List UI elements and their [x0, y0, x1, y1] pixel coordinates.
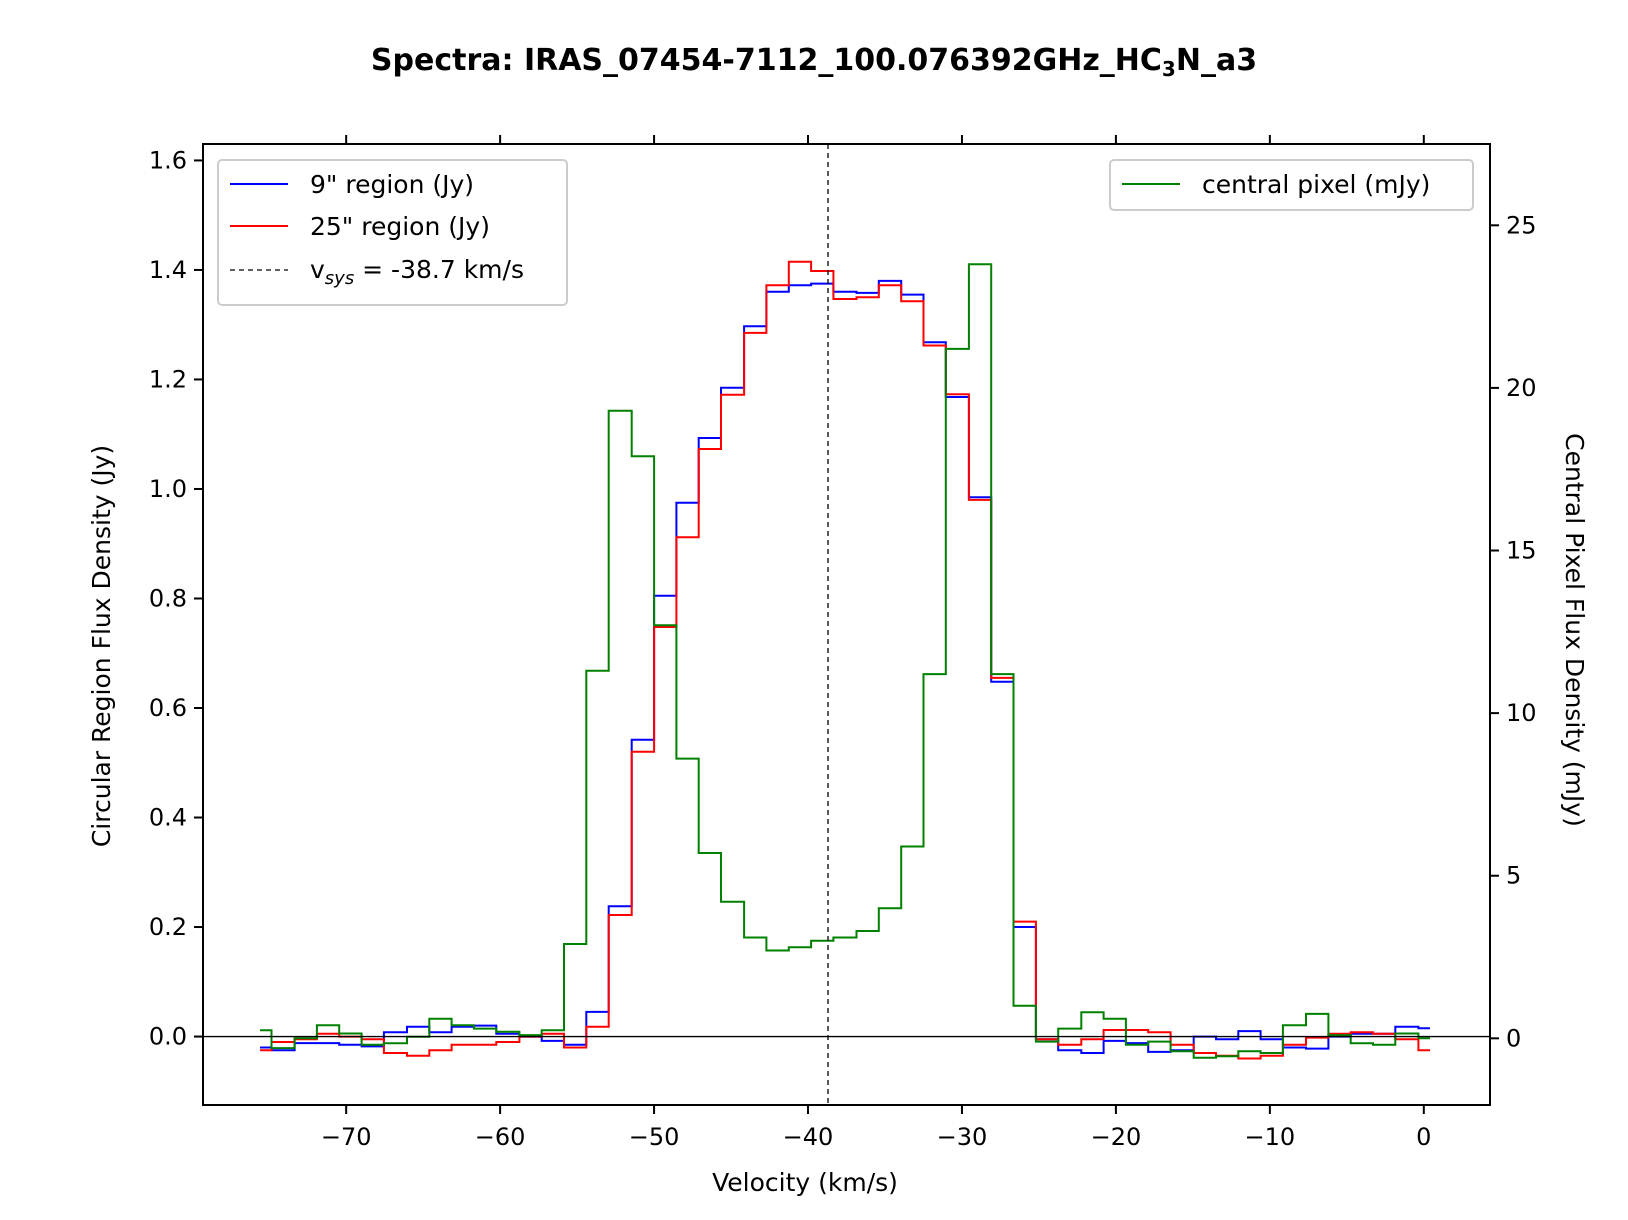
x-tick-label: −50	[629, 1123, 680, 1151]
x-tick-label: 0	[1416, 1123, 1431, 1151]
right-y-axis-ticks: 0 5 10 15 20 25	[1490, 211, 1537, 1052]
right-y-tick-label: 20	[1506, 374, 1537, 402]
x-axis-ticks: −70 −60 −50 −40 −30 −20 −10 0	[321, 135, 1431, 1151]
left-y-tick-label: 1.0	[149, 475, 187, 503]
legend-left-box	[217, 159, 568, 306]
right-y-axis-label: Central Pixel Flux Density (mJy)	[1560, 433, 1589, 827]
legend-label-central-pixel: central pixel (mJy)	[1202, 170, 1430, 199]
right-y-tick-label: 5	[1506, 862, 1521, 890]
series-line-0	[260, 279, 1430, 1054]
series-line-2	[260, 263, 1430, 1059]
legend-left: 9" region (Jy) 25" region (Jy) vsys = -3…	[217, 159, 568, 306]
chart-title: Spectra: IRAS_07454-7112_100.076392GHz_H…	[371, 43, 1257, 81]
legend-label-9-region: 9" region (Jy)	[310, 170, 474, 199]
x-axis-label: Velocity (km/s)	[712, 1168, 898, 1197]
left-y-axis-label: Circular Region Flux Density (Jy)	[87, 445, 116, 847]
x-tick-label: −40	[783, 1123, 834, 1151]
legend-right-box	[1109, 159, 1474, 211]
left-y-tick-label: 0.6	[149, 694, 187, 722]
x-tick-label: −70	[321, 1123, 372, 1151]
x-tick-label: −10	[1245, 1123, 1296, 1151]
x-tick-label: −60	[475, 1123, 526, 1151]
x-tick-label: −20	[1091, 1123, 1142, 1151]
legend-right: central pixel (mJy)	[1109, 159, 1474, 211]
left-y-tick-label: 1.2	[149, 365, 187, 393]
x-tick-label: −30	[937, 1123, 988, 1151]
left-y-axis-ticks: 0.0 0.2 0.4 0.6 0.8 1.0 1.2 1.4 1.6	[149, 146, 203, 1051]
left-y-tick-label: 0.0	[149, 1023, 187, 1051]
series-layer	[260, 260, 1430, 1060]
legend-label-25-region: 25" region (Jy)	[310, 212, 490, 241]
plot-area	[203, 144, 1490, 1105]
right-y-tick-label: 0	[1506, 1024, 1521, 1052]
right-y-tick-label: 15	[1506, 537, 1537, 565]
series-line-1	[260, 260, 1430, 1060]
left-y-tick-label: 1.6	[149, 146, 187, 174]
legend-label-vsys: vsys = -38.7 km/s	[310, 255, 524, 289]
left-y-tick-label: 0.8	[149, 584, 187, 612]
left-y-tick-label: 0.2	[149, 913, 187, 941]
left-y-tick-label: 0.4	[149, 804, 187, 832]
right-y-tick-label: 25	[1506, 211, 1537, 239]
right-y-tick-label: 10	[1506, 699, 1537, 727]
left-y-tick-label: 1.4	[149, 256, 187, 284]
plot-frame	[202, 143, 1491, 1106]
